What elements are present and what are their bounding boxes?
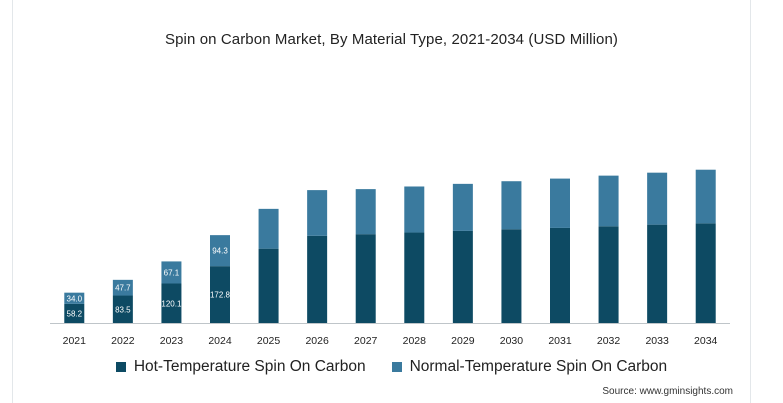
x-tick-label-2030: 2030 bbox=[500, 335, 524, 347]
bar-hot-2033 bbox=[647, 224, 668, 323]
bar-hot-2034 bbox=[695, 223, 716, 323]
legend-label-normal: Normal-Temperature Spin On Carbon bbox=[409, 358, 668, 375]
bar-normal-2029 bbox=[452, 183, 473, 231]
bar-normal-2031 bbox=[550, 178, 570, 228]
bar-normal-2025 bbox=[258, 208, 279, 249]
data-label-hot-2022: 83.5 bbox=[115, 305, 131, 314]
x-tick-label-2033: 2033 bbox=[645, 335, 669, 347]
bar-normal-2030 bbox=[501, 181, 522, 230]
legend-label-hot: Hot-Temperature Spin On Carbon bbox=[133, 358, 366, 375]
source-note: Source: www.gminsights.com bbox=[602, 386, 733, 397]
data-label-normal-2022: 47.7 bbox=[115, 284, 131, 293]
x-tick-label-2026: 2026 bbox=[305, 335, 329, 347]
x-tick-label-2034: 2034 bbox=[694, 335, 718, 347]
bar-hot-2025 bbox=[258, 248, 279, 323]
bar-hot-2031 bbox=[550, 227, 570, 323]
bar-hot-2023 bbox=[161, 283, 182, 323]
legend-item-hot: Hot-Temperature Spin On Carbon bbox=[115, 358, 366, 376]
bar-hot-2027 bbox=[355, 234, 376, 323]
x-tick-label-2025: 2025 bbox=[257, 335, 281, 347]
bar-hot-2030 bbox=[501, 229, 522, 323]
data-label-normal-2023: 67.1 bbox=[164, 268, 180, 277]
bar-normal-2033 bbox=[647, 172, 668, 225]
bar-normal-2026 bbox=[307, 190, 328, 236]
legend-item-normal: Normal-Temperature Spin On Carbon bbox=[391, 358, 668, 376]
bar-normal-2028 bbox=[404, 186, 425, 233]
bar-hot-2029 bbox=[452, 230, 473, 323]
data-label-hot-2024: 172.8 bbox=[210, 291, 231, 300]
bar-hot-2021 bbox=[64, 303, 85, 323]
x-tick-label-2029: 2029 bbox=[451, 335, 475, 347]
data-label-hot-2023: 120.1 bbox=[161, 299, 182, 308]
x-tick-label-2032: 2032 bbox=[597, 335, 621, 347]
data-label-normal-2021: 34.0 bbox=[67, 294, 83, 303]
data-label-hot-2021: 58.2 bbox=[67, 309, 83, 318]
bar-hot-2022 bbox=[112, 295, 133, 323]
bar-hot-2028 bbox=[404, 232, 425, 323]
legend: Hot-Temperature Spin On Carbon Normal-Te… bbox=[0, 358, 783, 376]
x-tick-label-2021: 2021 bbox=[63, 335, 87, 347]
bar-normal-2024 bbox=[210, 235, 230, 267]
bar-normal-2027 bbox=[355, 189, 376, 235]
bar-normal-2032 bbox=[598, 175, 619, 227]
bar-normal-2021 bbox=[64, 292, 85, 304]
x-tick-label-2031: 2031 bbox=[548, 335, 572, 347]
legend-swatch-hot bbox=[115, 362, 126, 372]
x-tick-label-2027: 2027 bbox=[354, 335, 378, 347]
data-label-normal-2024: 94.3 bbox=[212, 247, 228, 256]
x-tick-label-2024: 2024 bbox=[208, 335, 232, 347]
legend-swatch-normal bbox=[391, 362, 402, 372]
x-tick-label-2028: 2028 bbox=[403, 335, 427, 347]
bar-hot-2032 bbox=[598, 226, 619, 323]
chart-title: Spin on Carbon Market, By Material Type,… bbox=[165, 31, 618, 48]
bar-normal-2023 bbox=[161, 261, 182, 284]
bar-hot-2024 bbox=[210, 266, 230, 323]
bar-normal-2034 bbox=[695, 169, 716, 224]
bar-normal-2022 bbox=[112, 279, 133, 296]
bar-hot-2026 bbox=[307, 235, 328, 323]
x-tick-label-2023: 2023 bbox=[160, 335, 184, 347]
x-tick-label-2022: 2022 bbox=[111, 335, 135, 347]
chart-frame bbox=[12, 0, 751, 403]
